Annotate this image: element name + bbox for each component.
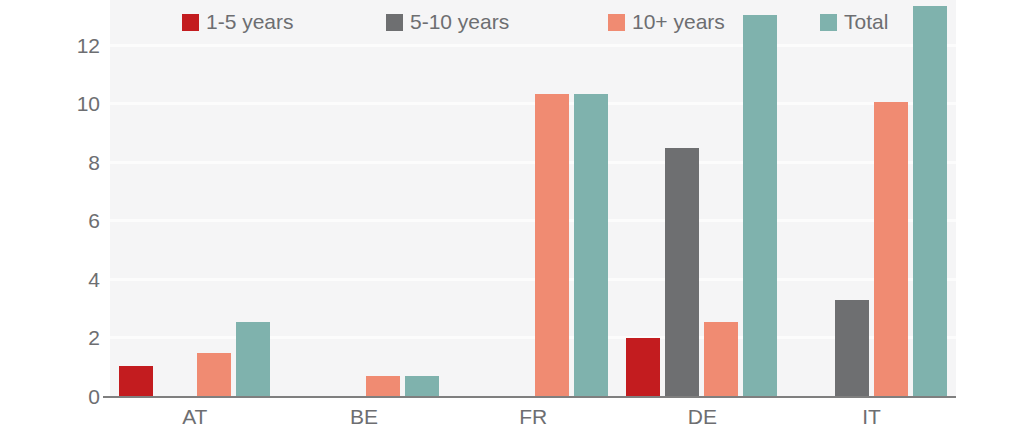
bar-de-5-10-years bbox=[665, 148, 699, 397]
y-tick-label: 12 bbox=[30, 35, 100, 56]
gridline bbox=[110, 102, 956, 105]
bar-fr-total bbox=[574, 94, 608, 397]
x-tick-label-fr: FR bbox=[473, 405, 593, 429]
gridline bbox=[110, 44, 956, 47]
bar-at-1-5-years bbox=[119, 366, 153, 397]
legend-item-10-years: 10+ years bbox=[608, 10, 725, 34]
x-tick-label-de: DE bbox=[642, 405, 762, 429]
y-tick-label: 8 bbox=[30, 152, 100, 173]
x-tick-label-it: IT bbox=[812, 405, 932, 429]
gridline bbox=[110, 278, 956, 281]
x-tick-label-at: AT bbox=[135, 405, 255, 429]
bar-fr-10-years bbox=[535, 94, 569, 397]
legend-swatch-icon bbox=[608, 14, 625, 31]
legend-item-1-5-years: 1-5 years bbox=[182, 10, 294, 34]
bar-de-total bbox=[743, 15, 777, 397]
y-tick-label: 2 bbox=[30, 327, 100, 348]
bar-be-total bbox=[405, 376, 439, 396]
legend-swatch-icon bbox=[386, 14, 403, 31]
bar-it-total bbox=[913, 6, 947, 397]
bar-be-10-years bbox=[366, 376, 400, 396]
gridline bbox=[110, 161, 956, 164]
gridline bbox=[110, 219, 956, 222]
bar-de-1-5-years bbox=[626, 338, 660, 397]
legend-label: Total bbox=[844, 10, 888, 34]
legend-swatch-icon bbox=[182, 14, 199, 31]
legend-swatch-icon bbox=[820, 14, 837, 31]
y-tick-label: 0 bbox=[30, 386, 100, 407]
legend-item-5-10-years: 5-10 years bbox=[386, 10, 509, 34]
bar-de-10-years bbox=[704, 322, 738, 397]
legend-item-total: Total bbox=[820, 10, 888, 34]
legend-label: 10+ years bbox=[632, 10, 725, 34]
bar-it-5-10-years bbox=[835, 300, 869, 397]
y-tick-label: 4 bbox=[30, 269, 100, 290]
legend-label: 1-5 years bbox=[206, 10, 294, 34]
bar-it-10-years bbox=[874, 102, 908, 396]
x-tick-label-be: BE bbox=[304, 405, 424, 429]
bar-at-total bbox=[236, 322, 270, 397]
y-tick-label: 6 bbox=[30, 210, 100, 231]
bar-chart: 0 2 4 6 8 10 12 AT BE FR DE IT 1-5 years 5-10 years… bbox=[0, 0, 1024, 445]
y-tick-label: 10 bbox=[30, 93, 100, 114]
x-axis-line bbox=[103, 396, 956, 398]
legend-label: 5-10 years bbox=[410, 10, 509, 34]
bar-at-10-years bbox=[197, 353, 231, 397]
